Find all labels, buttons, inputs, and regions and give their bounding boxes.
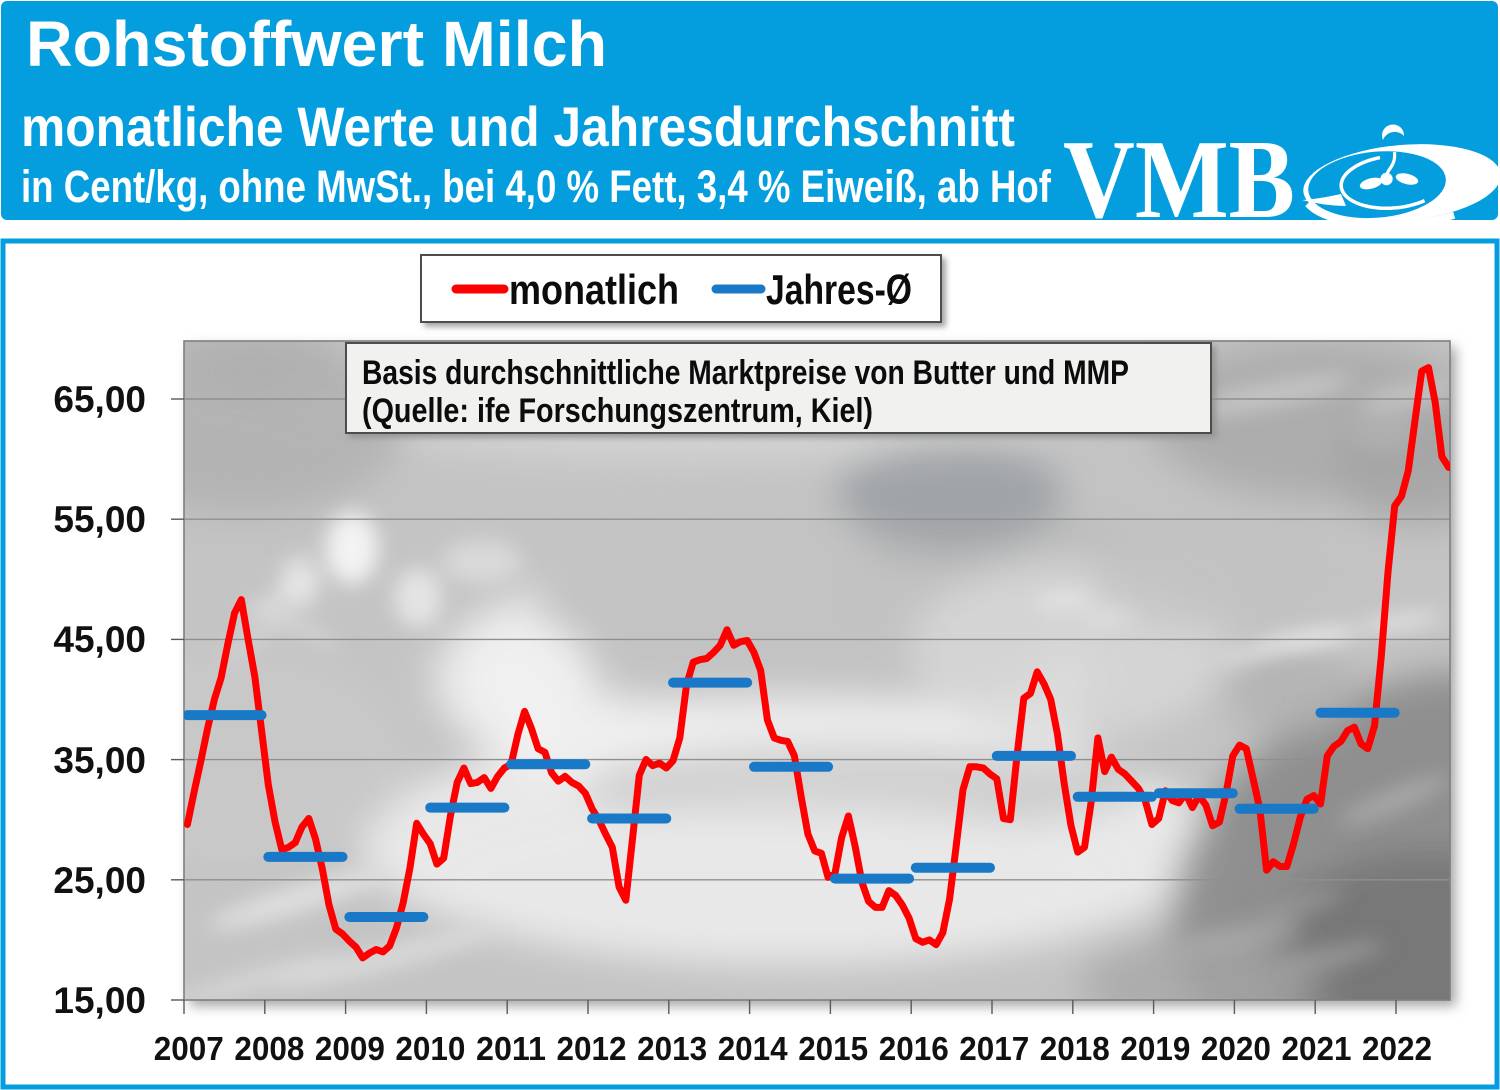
svg-text:45,00: 45,00 [53,619,146,660]
svg-text:2007: 2007 [154,1030,224,1067]
svg-text:2010: 2010 [395,1030,465,1067]
svg-text:2013: 2013 [637,1030,707,1067]
svg-text:2018: 2018 [1040,1030,1110,1067]
svg-text:35,00: 35,00 [53,740,146,781]
svg-text:2019: 2019 [1120,1030,1190,1067]
svg-text:2016: 2016 [879,1030,949,1067]
svg-text:monatlich: monatlich [509,266,679,313]
svg-text:2020: 2020 [1201,1030,1271,1067]
svg-text:2015: 2015 [798,1030,868,1067]
svg-text:Jahres-Ø: Jahres-Ø [766,266,912,313]
svg-text:2009: 2009 [315,1030,385,1067]
svg-text:2014: 2014 [718,1030,789,1067]
svg-text:2012: 2012 [557,1030,627,1067]
svg-text:monatliche Werte und Jahresdur: monatliche Werte und Jahresdurchschnitt [21,95,1015,158]
svg-text:2008: 2008 [234,1030,304,1067]
svg-text:2021: 2021 [1282,1030,1352,1067]
svg-text:VMB: VMB [1063,118,1295,242]
svg-text:65,00: 65,00 [53,379,146,420]
svg-text:55,00: 55,00 [53,499,146,540]
svg-text:15,00: 15,00 [53,980,146,1021]
svg-text:2011: 2011 [476,1030,546,1067]
svg-text:25,00: 25,00 [53,860,146,901]
svg-text:(Quelle: ife Forschungszentrum: (Quelle: ife Forschungszentrum, Kiel) [362,392,873,430]
svg-text:Rohstoffwert Milch: Rohstoffwert Milch [26,8,607,80]
svg-text:in Cent/kg, ohne MwSt., bei 4,: in Cent/kg, ohne MwSt., bei 4,0 % Fett, … [21,161,1052,212]
svg-text:2017: 2017 [959,1030,1029,1067]
svg-text:2022: 2022 [1362,1030,1432,1067]
svg-text:Basis durchschnittliche Marktp: Basis durchschnittliche Marktpreise von … [362,354,1129,392]
